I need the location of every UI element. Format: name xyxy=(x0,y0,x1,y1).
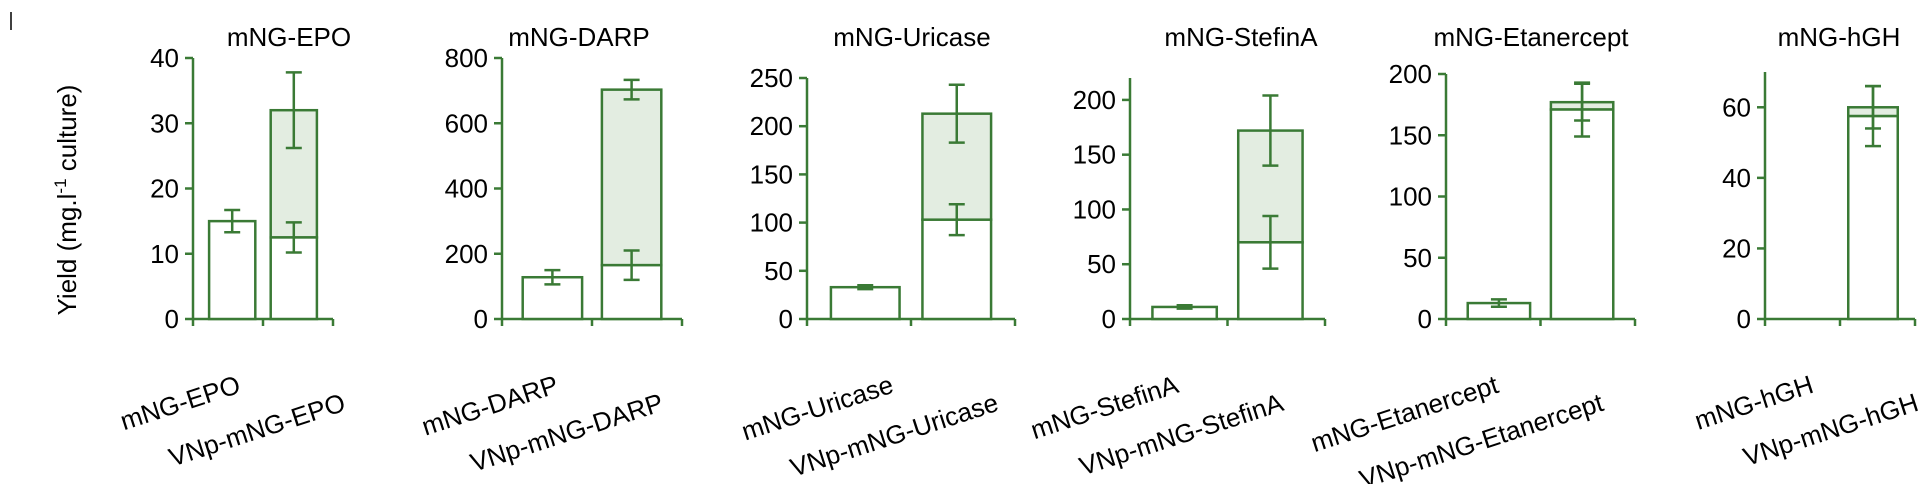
y-tick-label: 10 xyxy=(150,239,179,269)
chart-title: mNG-Uricase xyxy=(833,22,990,52)
y-tick-label: 0 xyxy=(165,304,179,334)
y-tick-label: 50 xyxy=(1403,243,1432,273)
y-tick-label: 40 xyxy=(150,43,179,73)
chart-title: mNG-Etanercept xyxy=(1433,22,1629,52)
y-tick-label: 150 xyxy=(1073,140,1116,170)
y-tick-label: 150 xyxy=(1389,120,1432,150)
y-tick-label: 800 xyxy=(445,43,488,73)
y-tick-label: 40 xyxy=(1722,163,1751,193)
y-tick-label: 250 xyxy=(750,63,793,93)
y-tick-label: 100 xyxy=(750,208,793,238)
y-tick-label: 100 xyxy=(1073,194,1116,224)
chart-panel: mNG-DARP0200400600800mNG-DARPVNp-mNG-DAR… xyxy=(418,22,684,478)
y-tick-label: 30 xyxy=(150,108,179,138)
bar xyxy=(207,219,257,321)
y-tick-label: 150 xyxy=(750,159,793,189)
chart-title: mNG-DARP xyxy=(508,22,650,52)
bar xyxy=(1549,108,1615,321)
y-tick-label: 200 xyxy=(445,239,488,269)
chart-panel: mNG-Etanercept050100150200mNG-Etanercept… xyxy=(1307,22,1637,484)
y-tick-label: 20 xyxy=(150,174,179,204)
y-tick-label: 50 xyxy=(764,256,793,286)
chart-panel: mNG-StefinA050100150200mNG-StefinAVNp-mN… xyxy=(1027,22,1327,481)
y-tick-label: 200 xyxy=(1389,59,1432,89)
y-tick-label: 100 xyxy=(1389,182,1432,212)
y-tick-label: 0 xyxy=(1737,304,1751,334)
y-tick-label: 0 xyxy=(1102,304,1116,334)
y-tick-label: 0 xyxy=(474,304,488,334)
y-tick-label: 200 xyxy=(1073,85,1116,115)
bar xyxy=(1847,114,1899,321)
chart-title: mNG-hGH xyxy=(1778,22,1901,52)
y-tick-label: 600 xyxy=(445,108,488,138)
y-tick-label: 20 xyxy=(1722,233,1751,263)
bar xyxy=(600,263,663,321)
bar xyxy=(829,285,901,321)
y-axis-label: Yield (mg.l-1 culture) xyxy=(51,85,82,316)
chart-panel: mNG-Uricase050100150200250mNG-UricaseVNp… xyxy=(738,22,1017,483)
bar-total-segment xyxy=(600,88,663,267)
y-tick-label: 60 xyxy=(1722,92,1751,122)
y-tick-label: 0 xyxy=(779,304,793,334)
y-tick-label: 0 xyxy=(1418,304,1432,334)
chart-title: mNG-EPO xyxy=(227,22,351,52)
y-tick-label: 50 xyxy=(1087,249,1116,279)
chart-title: mNG-StefinA xyxy=(1164,22,1318,52)
y-tick-label: 200 xyxy=(750,111,793,141)
y-tick-label: 400 xyxy=(445,174,488,204)
